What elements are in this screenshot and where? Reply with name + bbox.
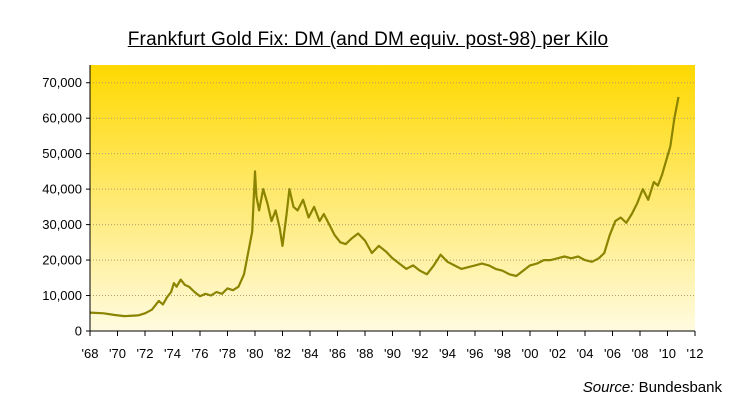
x-tick-label: '06 <box>604 346 621 361</box>
x-tick-label: '68 <box>82 346 99 361</box>
x-tick-label: '76 <box>192 346 209 361</box>
y-tick-label: 60,000 <box>42 111 82 126</box>
series-line-gold-price <box>89 96 680 318</box>
x-tick-label: '98 <box>494 346 511 361</box>
y-tick-label: 40,000 <box>42 182 82 197</box>
x-tick-label: '88 <box>357 346 374 361</box>
x-tick-label: '90 <box>384 346 401 361</box>
x-tick-label: '02 <box>549 346 566 361</box>
x-tick-label: '00 <box>522 346 539 361</box>
x-tick-label: '82 <box>274 346 291 361</box>
y-tick-label: 50,000 <box>42 146 82 161</box>
x-tick-label: '94 <box>439 346 456 361</box>
x-tick-label: '74 <box>164 346 181 361</box>
source-note: Source: Bundesbank <box>583 379 722 396</box>
x-tick-label: '92 <box>412 346 429 361</box>
x-tick-label: '96 <box>467 346 484 361</box>
x-tick-label: '04 <box>577 346 594 361</box>
y-axis-ticks: 0 10,000 20,000 30,000 40,000 50,000 60,000 70,… <box>42 75 90 339</box>
x-tick-label: '78 <box>219 346 236 361</box>
x-tick-label: '10 <box>659 346 676 361</box>
x-tick-label: '70 <box>109 346 126 361</box>
x-tick-label: '84 <box>302 346 319 361</box>
chart-title: Frankfurt Gold Fix: DM (and DM equiv. po… <box>127 29 609 50</box>
x-tick-label: '80 <box>247 346 264 361</box>
x-tick-label: '72 <box>137 346 154 361</box>
plot-area <box>90 65 695 331</box>
source-label: Source: <box>582 379 635 396</box>
y-tick-label: 10,000 <box>42 288 82 303</box>
y-tick-label: 70,000 <box>42 75 82 90</box>
x-tick-label: '86 <box>329 346 346 361</box>
y-tick-label: 0 <box>75 324 82 339</box>
x-tick-label: '08 <box>632 346 649 361</box>
y-tick-label: 20,000 <box>42 253 82 268</box>
y-tick-label: 30,000 <box>42 217 82 232</box>
source-value: Bundesbank <box>638 379 722 396</box>
x-axis-ticks: '68 '70 '72 '74 '76 '78 '80 '82 '84 '86 '88 '90 '92 '… <box>82 331 704 361</box>
x-tick-label: '12 <box>687 346 704 361</box>
